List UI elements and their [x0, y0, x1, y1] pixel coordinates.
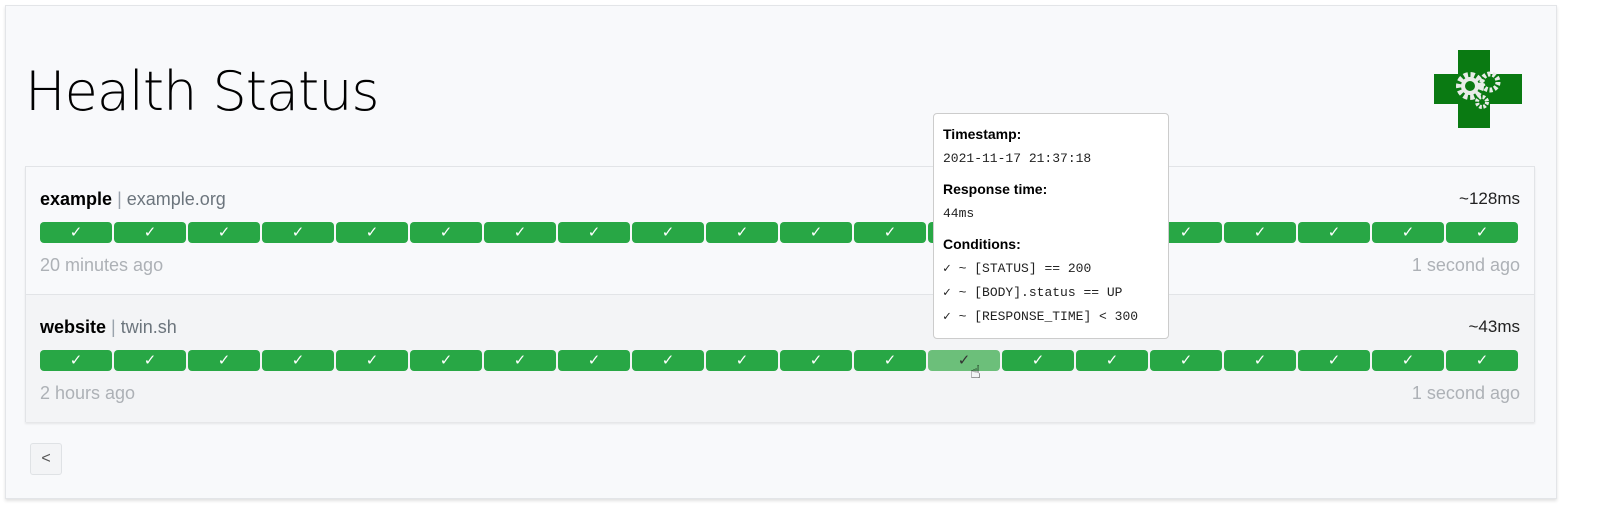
- result-tooltip: Timestamp: 2021-11-17 21:37:18 Response …: [933, 113, 1169, 339]
- oldest-result-time: 2 hours ago: [40, 383, 136, 403]
- result-bar[interactable]: ✓: [854, 350, 926, 371]
- hand-cursor-icon: ☝: [970, 362, 981, 382]
- result-bar[interactable]: ✓: [484, 350, 556, 371]
- result-bar[interactable]: ✓: [336, 350, 408, 371]
- result-bar[interactable]: ✓: [1150, 350, 1222, 371]
- result-bar[interactable]: ✓: [410, 350, 482, 371]
- result-bar[interactable]: ✓: [928, 350, 1000, 371]
- oldest-result-time: 20 minutes ago: [40, 255, 164, 275]
- result-bar[interactable]: ✓: [558, 222, 630, 243]
- result-bar[interactable]: ✓: [1372, 222, 1444, 243]
- result-bar[interactable]: ✓: [854, 222, 926, 243]
- result-bar[interactable]: ✓: [780, 350, 852, 371]
- services-list: example | example.org ~128ms ✓ ✓ ✓ ✓ ✓ ✓ ✓ ✓ ✓ ✓ ✓…: [25, 166, 1535, 422]
- condition-item: ✓ ~ [BODY].status == UP: [943, 285, 1123, 300]
- result-bar[interactable]: ✓: [558, 350, 630, 371]
- result-bar[interactable]: ✓: [706, 350, 778, 371]
- condition-item: ✓ ~ [RESPONSE_TIME] < 300: [943, 309, 1139, 324]
- result-bar[interactable]: ✓: [1002, 350, 1074, 371]
- logo-icon: [1434, 50, 1522, 128]
- timestamp-label: Timestamp:: [943, 126, 1022, 142]
- service-name: example | example.org: [40, 189, 226, 209]
- conditions-label: Conditions:: [943, 236, 1021, 252]
- result-bar[interactable]: ✓: [1224, 222, 1296, 243]
- newest-result-time: 1 second ago: [1411, 255, 1520, 275]
- service-name: website | twin.sh: [40, 317, 177, 337]
- average-response-time: ~128ms: [1459, 189, 1520, 208]
- result-bar[interactable]: ✓: [262, 350, 334, 371]
- result-bar[interactable]: ✓: [410, 222, 482, 243]
- condition-item: ✓ ~ [STATUS] == 200: [943, 261, 1092, 276]
- result-bar[interactable]: ✓: [780, 222, 852, 243]
- service-row-example: example | example.org ~128ms ✓ ✓ ✓ ✓ ✓ ✓ ✓ ✓ ✓ ✓ ✓…: [26, 167, 1534, 294]
- result-bar[interactable]: ✓: [1446, 222, 1518, 243]
- result-bar[interactable]: ✓: [40, 350, 112, 371]
- result-bars: ✓✓✓✓✓✓✓✓✓✓✓✓✓✓✓✓✓✓✓✓: [40, 222, 1518, 243]
- timestamp-value: 2021-11-17 21:37:18: [943, 151, 1092, 166]
- result-bar[interactable]: ✓: [262, 222, 334, 243]
- newest-result-time: 1 second ago: [1411, 383, 1520, 403]
- result-bar[interactable]: ✓: [1298, 350, 1370, 371]
- result-bar[interactable]: ✓: [188, 222, 260, 243]
- result-bar[interactable]: ✓: [1076, 350, 1148, 371]
- result-bar[interactable]: ✓: [484, 222, 556, 243]
- result-bar[interactable]: ✓: [1224, 350, 1296, 371]
- result-bars: ✓✓✓✓✓✓✓✓✓✓✓✓✓✓✓✓✓✓✓✓: [40, 350, 1518, 371]
- average-response-time: ~43ms: [1468, 317, 1521, 336]
- previous-page-button[interactable]: <: [30, 443, 62, 475]
- result-bar[interactable]: ✓: [1372, 350, 1444, 371]
- response-time-label: Response time:: [943, 181, 1048, 197]
- response-time-value: 44ms: [943, 206, 975, 221]
- result-bar[interactable]: ✓: [114, 350, 186, 371]
- result-bar[interactable]: ✓: [336, 222, 408, 243]
- result-bar[interactable]: ✓: [114, 222, 186, 243]
- result-bar[interactable]: ✓: [632, 350, 704, 371]
- service-row-website: website | twin.sh ~43ms ✓ ✓ ✓ ✓ ✓ ✓ ✓ ✓ ✓ ✓ ✓ ✓ ✓ ✓ ✓ ✓…: [26, 294, 1534, 422]
- result-bar[interactable]: ✓: [1298, 222, 1370, 243]
- result-bar[interactable]: ✓: [706, 222, 778, 243]
- result-bar[interactable]: ✓: [188, 350, 260, 371]
- page-title: Health Status: [25, 60, 380, 123]
- result-bar[interactable]: ✓: [40, 222, 112, 243]
- result-bar[interactable]: ✓: [632, 222, 704, 243]
- result-bar[interactable]: ✓: [1446, 350, 1518, 371]
